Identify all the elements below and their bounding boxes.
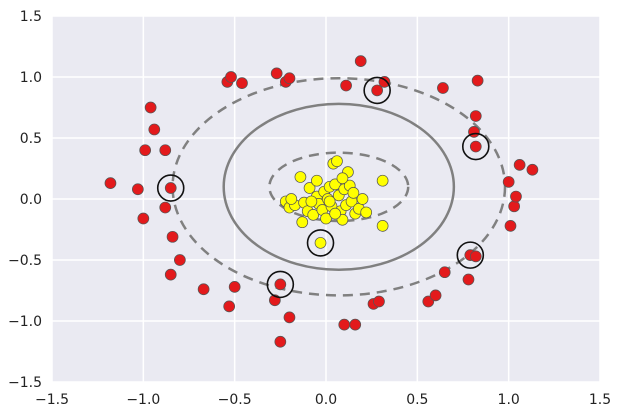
- data-point-outer-class: [132, 183, 144, 196]
- data-point-outer-class: [159, 144, 172, 157]
- data-point-outer-class: [144, 101, 157, 114]
- data-point-outer-class: [429, 289, 442, 302]
- data-point-outer-class: [438, 266, 451, 279]
- data-point-inner-class: [311, 174, 323, 187]
- data-point-inner-class: [307, 209, 320, 221]
- data-point-outer-class: [508, 200, 520, 213]
- decision-boundary: [222, 102, 456, 272]
- y-axis-ticks: −1.5 −1.0 −0.5 0.0 0.5 1.0 1.5: [8, 9, 42, 391]
- data-point-inner-class: [305, 195, 318, 208]
- data-point-outer-class: [349, 318, 362, 331]
- data-point-outer-class: [274, 335, 287, 348]
- margin-boundary: [268, 151, 410, 223]
- support-vector-rings: [156, 76, 490, 299]
- data-point-inner-class: [285, 193, 298, 205]
- y-tick-label: −1.5: [8, 375, 42, 391]
- y-tick-label: −1.0: [8, 314, 42, 330]
- data-point-outer-class: [270, 67, 283, 80]
- decision-contours: [171, 76, 507, 297]
- data-point-inner-class: [296, 216, 309, 229]
- data-point-inner-class: [356, 193, 369, 205]
- margin-boundary: [171, 76, 507, 297]
- data-point-outer-class: [378, 76, 391, 88]
- data-point-inner-class: [303, 182, 316, 194]
- data-point-outer-class: [504, 219, 517, 232]
- data-point-inner-class: [294, 171, 307, 183]
- y-tick-label: 0.5: [20, 131, 42, 147]
- x-axis-ticks: −1.5 −1.0 −0.5 0.0 0.5 1.0 1.5: [35, 392, 611, 408]
- data-point-inner-class: [360, 206, 373, 219]
- data-point-outer-class: [223, 300, 236, 313]
- data-point-outer-class: [274, 278, 287, 291]
- data-point-outer-class: [164, 182, 177, 194]
- data-point-outer-class: [236, 77, 248, 89]
- data-point-outer-class: [469, 250, 482, 263]
- support-vector-ring: [363, 76, 391, 105]
- data-point-outer-class: [502, 176, 515, 188]
- data-point-outer-class: [104, 177, 117, 189]
- data-point-outer-class: [228, 280, 241, 293]
- data-point-inner-class: [329, 207, 341, 220]
- x-tick-label: 1.0: [498, 392, 520, 408]
- data-point-outer-class: [437, 82, 449, 94]
- x-tick-label: −1.5: [35, 392, 69, 408]
- y-tick-label: −0.5: [8, 253, 42, 269]
- support-vector-ring: [461, 132, 490, 161]
- y-tick-label: 1.0: [20, 70, 42, 86]
- data-point-inner-class: [376, 219, 389, 232]
- data-point-outer-class: [371, 84, 383, 97]
- data-point-outer-class: [526, 163, 539, 176]
- data-point-inner-class: [320, 212, 332, 225]
- data-point-inner-class: [376, 174, 389, 187]
- data-point-outer-class: [174, 254, 186, 266]
- x-tick-label: −0.5: [218, 392, 252, 408]
- data-point-outer-class: [164, 268, 177, 281]
- data-point-outer-class: [513, 158, 526, 171]
- x-tick-label: −1.0: [126, 392, 160, 408]
- data-point-inner-class: [314, 237, 327, 249]
- support-vector-ring: [306, 229, 335, 257]
- data-point-outer-class: [468, 126, 480, 138]
- data-point-outer-class: [469, 110, 482, 122]
- data-point-outer-class: [139, 144, 152, 157]
- data-point-inner-class: [331, 155, 343, 168]
- data-point-outer-class: [159, 201, 172, 214]
- y-tick-label: 0.0: [20, 192, 42, 208]
- data-point-outer-class: [283, 311, 296, 324]
- x-tick-label: 0.5: [406, 392, 428, 408]
- data-point-outer-class: [354, 55, 367, 67]
- data-point-inner-class: [336, 172, 349, 185]
- data-point-inner-class: [347, 187, 360, 199]
- support-vector-ring: [456, 241, 485, 269]
- data-points: [104, 55, 539, 348]
- data-point-inner-class: [323, 195, 336, 208]
- data-point-outer-class: [225, 71, 237, 83]
- data-point-outer-class: [510, 190, 522, 203]
- data-point-outer-class: [340, 79, 352, 92]
- data-point-outer-class: [283, 72, 296, 85]
- data-point-outer-class: [462, 273, 475, 286]
- support-vector-ring: [266, 270, 295, 299]
- data-point-outer-class: [338, 318, 351, 331]
- data-point-outer-class: [137, 212, 150, 225]
- data-point-outer-class: [166, 230, 179, 243]
- data-point-outer-class: [469, 140, 482, 153]
- data-point-outer-class: [373, 295, 385, 308]
- data-point-outer-class: [471, 74, 484, 87]
- x-tick-label: 1.5: [589, 392, 611, 408]
- y-tick-label: 1.5: [20, 9, 42, 25]
- support-vector-ring: [156, 174, 185, 202]
- data-point-outer-class: [197, 283, 210, 296]
- x-tick-label: 0.0: [315, 392, 337, 408]
- data-point-outer-class: [148, 123, 161, 136]
